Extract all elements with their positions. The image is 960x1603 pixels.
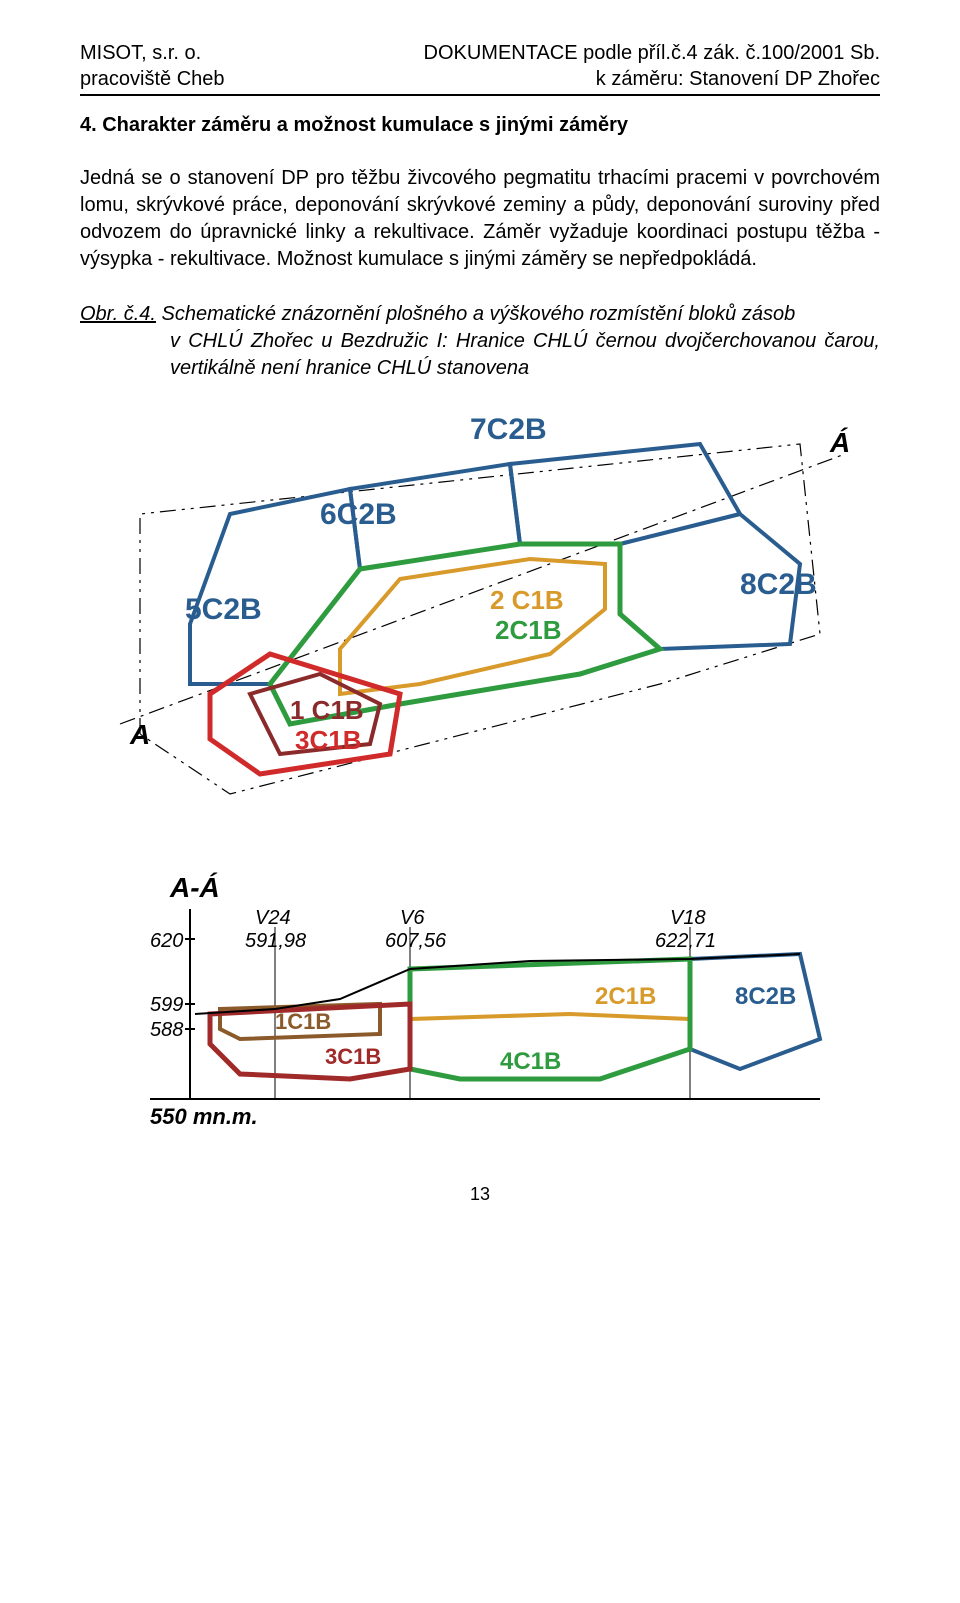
lbl-7C2B: 7C2B: [470, 413, 547, 446]
plan-view-figure: A Á 7C2B 6C2B 5C2B 8C2B 2 C1B 2C1B 1 C1B…: [100, 394, 860, 829]
axis-label-A: A: [129, 719, 150, 750]
ylab-620: 620: [150, 930, 183, 952]
v6-val: 607,56: [385, 930, 447, 952]
lbl-5C2B: 5C2B: [185, 593, 262, 626]
page-header: MISOT, s.r. o. pracoviště Cheb DOKUMENTA…: [80, 40, 880, 92]
lbl-6C2B: 6C2B: [320, 498, 397, 531]
lbl-2C1B-orange: 2 C1B: [490, 585, 564, 615]
figure-text-1: Schematické znázornění plošného a výškov…: [162, 303, 796, 325]
figure-label: Obr. č.4.: [80, 303, 156, 325]
sec-lbl-8C2B: 8C2B: [735, 983, 796, 1010]
v6-name: V6: [400, 907, 425, 929]
lbl-3C1B: 3C1B: [295, 725, 361, 755]
sec-lbl-2C1B: 2C1B: [595, 983, 656, 1010]
header-right-2: k záměru: Stanovení DP Zhořec: [424, 66, 881, 92]
header-underline: [80, 94, 880, 96]
ylab-599: 599: [150, 994, 183, 1016]
v18-name: V18: [670, 907, 706, 929]
v24-val: 591,98: [245, 930, 306, 952]
sec-lbl-1C1B: 1C1B: [275, 1009, 331, 1034]
header-right-1: DOKUMENTACE podle příl.č.4 zák. č.100/20…: [424, 40, 881, 66]
section-view-figure: A-Á 620 599 588 550 mn.m. V24 591,98 V6 …: [100, 869, 860, 1154]
figure-caption: Obr. č.4. Schematické znázornění plošnéh…: [80, 301, 880, 382]
poly-7C2B: [510, 444, 740, 544]
lbl-8C2B: 8C2B: [740, 568, 817, 601]
poly-2C1B-orange: [340, 559, 605, 694]
sec-lbl-4C1B: 4C1B: [500, 1048, 561, 1075]
section-title: A-Á: [169, 872, 220, 903]
section-title: 4. Charakter záměru a možnost kumulace s…: [80, 114, 880, 137]
sec-8C2B: [690, 954, 820, 1069]
body-paragraph: Jedná se o stanovení DP pro těžbu živcov…: [80, 165, 880, 273]
header-left-1: MISOT, s.r. o.: [80, 40, 225, 66]
v24-name: V24: [255, 907, 291, 929]
lbl-1C1B: 1 C1B: [290, 695, 364, 725]
sec-lbl-3C1B: 3C1B: [325, 1044, 381, 1069]
figure-text-2: v CHLÚ Zhořec u Bezdružic I: Hranice CHL…: [170, 328, 880, 382]
v18-val: 622,71: [655, 930, 716, 952]
page-number: 13: [80, 1184, 880, 1205]
axis-label-A2: Á: [829, 427, 850, 458]
ylab-588: 588: [150, 1019, 183, 1041]
bottom-elev-label: 550 mn.m.: [150, 1104, 258, 1129]
header-left-2: pracoviště Cheb: [80, 66, 225, 92]
lbl-2C1B-green: 2C1B: [495, 615, 561, 645]
